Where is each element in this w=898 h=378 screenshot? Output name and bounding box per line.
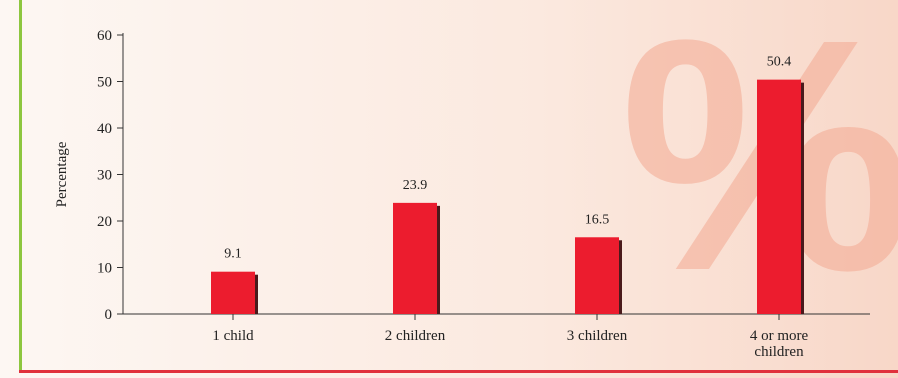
y-axis-label: Percentage — [54, 141, 70, 207]
bar-value-label: 9.1 — [224, 247, 242, 262]
bar — [757, 79, 801, 314]
y-tick-label: 10 — [97, 261, 112, 277]
bar — [575, 237, 619, 314]
x-category-label: 1 child — [212, 328, 254, 344]
x-category-label: 3 children — [567, 328, 628, 344]
y-tick-label: 20 — [97, 214, 112, 230]
bar-value-label: 50.4 — [767, 55, 792, 70]
y-tick-label: 30 — [97, 168, 112, 184]
y-tick-label: 0 — [105, 307, 113, 323]
bar — [211, 271, 255, 314]
y-tick-label: 40 — [97, 121, 112, 137]
x-category-label: children — [754, 344, 804, 360]
bottom-accent-rule — [19, 370, 898, 373]
bar-value-label: 23.9 — [403, 178, 428, 193]
x-category-label: 2 children — [385, 328, 446, 344]
x-category-label: 4 or more — [750, 328, 809, 344]
bar-value-label: 16.5 — [585, 212, 610, 227]
y-tick-label: 50 — [97, 75, 112, 91]
left-accent-rule — [19, 0, 22, 372]
bar — [393, 202, 437, 314]
y-tick-label: 60 — [97, 28, 112, 44]
